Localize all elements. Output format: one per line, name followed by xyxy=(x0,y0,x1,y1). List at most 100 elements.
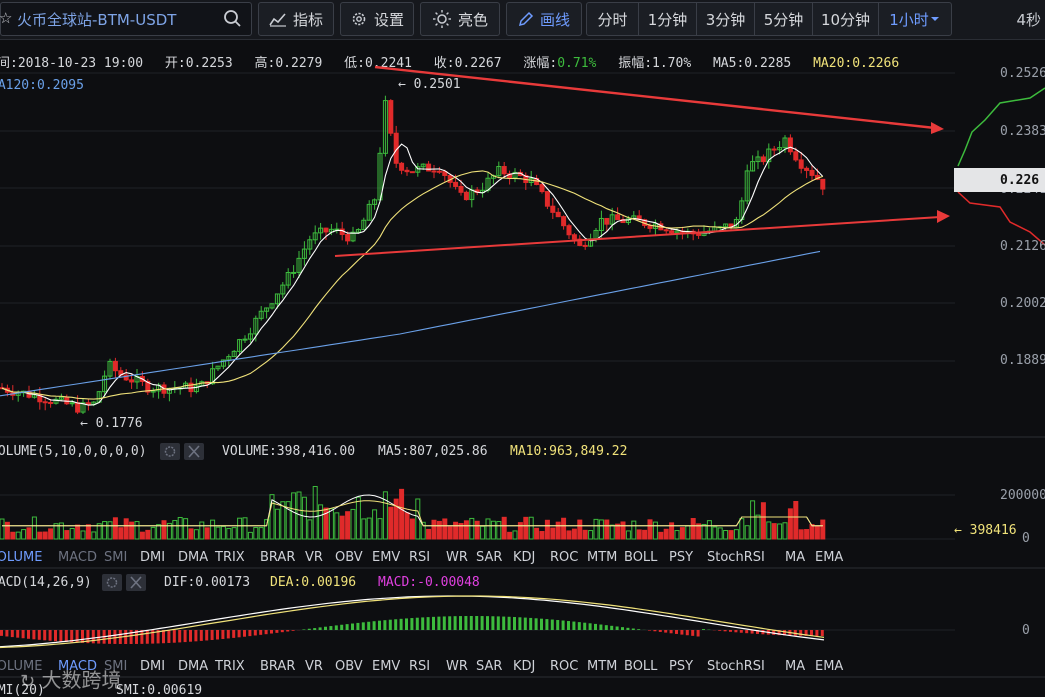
tab-mtm[interactable]: MTM xyxy=(587,659,618,674)
volume-close-button[interactable] xyxy=(184,443,204,460)
volume-bar xyxy=(377,518,383,540)
volume-settings-button[interactable] xyxy=(160,443,180,460)
interval-timeline[interactable]: 分时 xyxy=(587,3,639,35)
macd-histogram-bar xyxy=(291,630,295,631)
candle-body xyxy=(615,214,621,221)
macd-histogram-bar xyxy=(178,630,182,643)
interval-5min[interactable]: 5分钟 xyxy=(755,3,813,35)
volume-bar xyxy=(577,519,583,540)
macd-histogram-bar xyxy=(167,630,171,643)
tab-dma[interactable]: DMA xyxy=(178,659,209,674)
tab-wr[interactable]: WR xyxy=(446,550,468,565)
tab-wr[interactable]: WR xyxy=(446,659,468,674)
sun-icon xyxy=(432,10,451,28)
tab-stochrsi[interactable]: StochRSI xyxy=(707,550,765,565)
candle-body xyxy=(409,171,415,174)
volume-tick-zero: 0 xyxy=(1022,531,1030,546)
tab-emv[interactable]: EMV xyxy=(372,550,401,565)
tab-psy[interactable]: PSY xyxy=(669,659,694,674)
price-tick-5: 0.2002 xyxy=(1000,296,1045,311)
tab-boll[interactable]: BOLL xyxy=(624,659,658,674)
tab-mtm[interactable]: MTM xyxy=(587,550,618,565)
candle-body xyxy=(215,365,221,370)
interval-3min[interactable]: 3分钟 xyxy=(697,3,755,35)
volume-bar xyxy=(388,506,394,540)
tab-dma[interactable]: DMA xyxy=(178,550,209,565)
macd-histogram-bar xyxy=(0,630,3,636)
volume-bar xyxy=(647,519,653,540)
macd-histogram-bar xyxy=(37,630,41,640)
volume-bar xyxy=(496,521,502,540)
macd-histogram-bar xyxy=(405,618,408,630)
candle-body xyxy=(69,402,75,405)
indicators-button[interactable]: 指标 xyxy=(258,2,334,36)
candle-body xyxy=(280,284,286,295)
macd-histogram-bar xyxy=(345,624,349,630)
interval-1h-dropdown[interactable]: 1小时 xyxy=(879,3,951,35)
interval-10min[interactable]: 10分钟 xyxy=(813,3,879,35)
tab-trix[interactable]: TRIX xyxy=(215,550,245,565)
macd-histogram-bar xyxy=(253,630,257,636)
tab-ma[interactable]: MA xyxy=(785,659,806,674)
pair-search[interactable]: ☆ 火币全球站-BTM-USDT xyxy=(0,2,252,36)
candle-body xyxy=(766,148,772,163)
tab-sar[interactable]: SAR xyxy=(476,550,503,565)
interval-1min[interactable]: 1分钟 xyxy=(639,3,697,35)
tab-obv[interactable]: OBV xyxy=(335,550,363,565)
tab-obv[interactable]: OBV xyxy=(335,659,363,674)
tab-kdj[interactable]: KDJ xyxy=(513,659,536,674)
volume-bar xyxy=(253,527,259,540)
tab-ema[interactable]: EMA xyxy=(815,659,844,674)
info-amplitude: 振幅:1.70% xyxy=(618,56,692,71)
tab-dmi[interactable]: DMI xyxy=(140,659,166,674)
indicator-tabs-volume: VOLUME MACD SMI DMI DMA TRIX BRAR VR OBV… xyxy=(0,550,860,566)
favorite-star-icon[interactable]: ☆ xyxy=(0,9,13,27)
macd-histogram-bar xyxy=(280,630,284,633)
tab-macd[interactable]: MACD xyxy=(58,659,97,674)
candle-body xyxy=(10,391,16,396)
settings-button[interactable]: 设置 xyxy=(340,2,414,36)
tab-rsi[interactable]: RSI xyxy=(409,550,431,565)
tab-brar[interactable]: BRAR xyxy=(260,550,296,565)
tab-kdj[interactable]: KDJ xyxy=(513,550,536,565)
tab-smi[interactable]: SMI xyxy=(104,659,128,674)
tab-macd[interactable]: MACD xyxy=(58,550,97,565)
tab-dmi[interactable]: DMI xyxy=(140,550,166,565)
search-icon[interactable] xyxy=(223,8,243,30)
tab-rsi[interactable]: RSI xyxy=(409,659,431,674)
candle-body xyxy=(274,293,280,305)
tab-roc[interactable]: ROC xyxy=(550,659,579,674)
macd-settings-button[interactable] xyxy=(102,574,122,591)
volume-bar xyxy=(517,522,523,540)
macd-histogram-bar xyxy=(32,630,36,640)
tab-sar[interactable]: SAR xyxy=(476,659,503,674)
tab-ema[interactable]: EMA xyxy=(815,550,844,565)
tab-psy[interactable]: PSY xyxy=(669,550,694,565)
tab-volume[interactable]: VOLUME xyxy=(0,659,43,674)
theme-button[interactable]: 亮色 xyxy=(420,2,500,36)
tab-smi[interactable]: SMI xyxy=(104,550,128,565)
macd-histogram-bar xyxy=(43,630,47,641)
tab-stochrsi[interactable]: StochRSI xyxy=(707,659,765,674)
tab-boll[interactable]: BOLL xyxy=(624,550,658,565)
candle-body xyxy=(193,385,199,393)
macd-histogram-bar xyxy=(216,630,219,640)
tab-roc[interactable]: ROC xyxy=(550,550,579,565)
tab-emv[interactable]: EMV xyxy=(372,659,401,674)
macd-histogram-bar xyxy=(448,616,452,630)
volume-bar xyxy=(328,508,334,540)
volume-bar xyxy=(355,496,361,540)
tab-trix[interactable]: TRIX xyxy=(215,659,245,674)
volume-bar xyxy=(712,526,718,540)
tab-vr[interactable]: VR xyxy=(305,659,323,674)
macd-close-button[interactable] xyxy=(126,574,146,591)
tab-brar[interactable]: BRAR xyxy=(260,659,296,674)
tab-vr[interactable]: VR xyxy=(305,550,323,565)
tab-ma[interactable]: MA xyxy=(785,550,806,565)
volume-bar xyxy=(58,522,64,540)
candle-body xyxy=(21,390,27,394)
draw-button[interactable]: 画线 xyxy=(506,2,582,36)
tab-volume[interactable]: VOLUME xyxy=(0,550,43,565)
volume-bar xyxy=(307,519,313,540)
